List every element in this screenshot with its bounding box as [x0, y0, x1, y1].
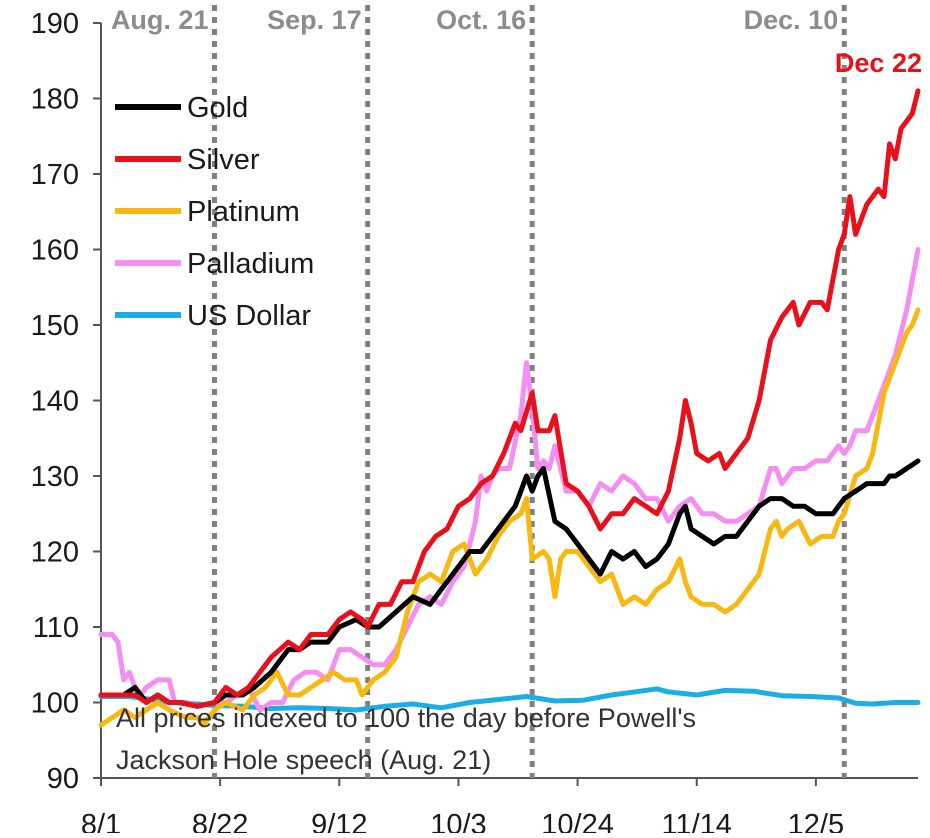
- legend-label: Silver: [187, 144, 260, 176]
- legend-label: Gold: [187, 92, 248, 124]
- x-tick-label: 11/14: [662, 809, 732, 833]
- y-tick-label: 110: [33, 612, 79, 644]
- y-tick-label: 180: [31, 84, 79, 116]
- legend-label: Palladium: [187, 248, 314, 280]
- y-tick-label: 90: [47, 763, 79, 795]
- x-tick-label: 8/1: [81, 809, 121, 833]
- annotation-text-line: Jackson Hole speech (Aug. 21): [116, 745, 491, 775]
- event-label: Dec. 10: [744, 5, 839, 35]
- x-tick-label: 10/24: [541, 809, 614, 833]
- series-line-platinum: [98, 307, 921, 728]
- y-tick-label: 130: [31, 461, 79, 493]
- y-tick-label: 140: [31, 386, 79, 418]
- legend-label: US Dollar: [187, 300, 311, 332]
- y-tick-label: 190: [31, 8, 79, 40]
- y-tick-label: 150: [31, 310, 79, 342]
- series-line-gold: [98, 458, 921, 709]
- event-label: Oct. 16: [436, 5, 526, 35]
- event-label: Sep. 17: [267, 5, 362, 35]
- y-tick-label: 120: [31, 537, 79, 569]
- y-tick-label: 160: [31, 235, 79, 267]
- series-line-silver: [98, 88, 921, 709]
- annotation-note: All prices indexed to 100 the day before…: [116, 703, 696, 775]
- annotation-text-line: All prices indexed to 100 the day before…: [116, 703, 696, 733]
- end-date-annotation: Dec 22: [835, 48, 922, 78]
- series-lines: Dec 22: [98, 48, 922, 728]
- x-tick-label: 10/3: [430, 809, 486, 833]
- legend: Gold Silver Platinum Palladium US Dollar: [115, 92, 314, 332]
- x-tick-label: 9/12: [311, 809, 367, 833]
- x-tick-label: 8/22: [192, 809, 248, 833]
- axes: 90 100 110 120 130 140 150 160 170 180 190 8/1 8/22 9…: [31, 8, 918, 838]
- event-label: Aug. 21: [111, 5, 209, 35]
- x-tick-label: 12/5: [788, 809, 844, 833]
- y-tick-label: 170: [31, 159, 79, 191]
- legend-label: Platinum: [187, 196, 300, 228]
- y-tick-label: 100: [31, 688, 79, 720]
